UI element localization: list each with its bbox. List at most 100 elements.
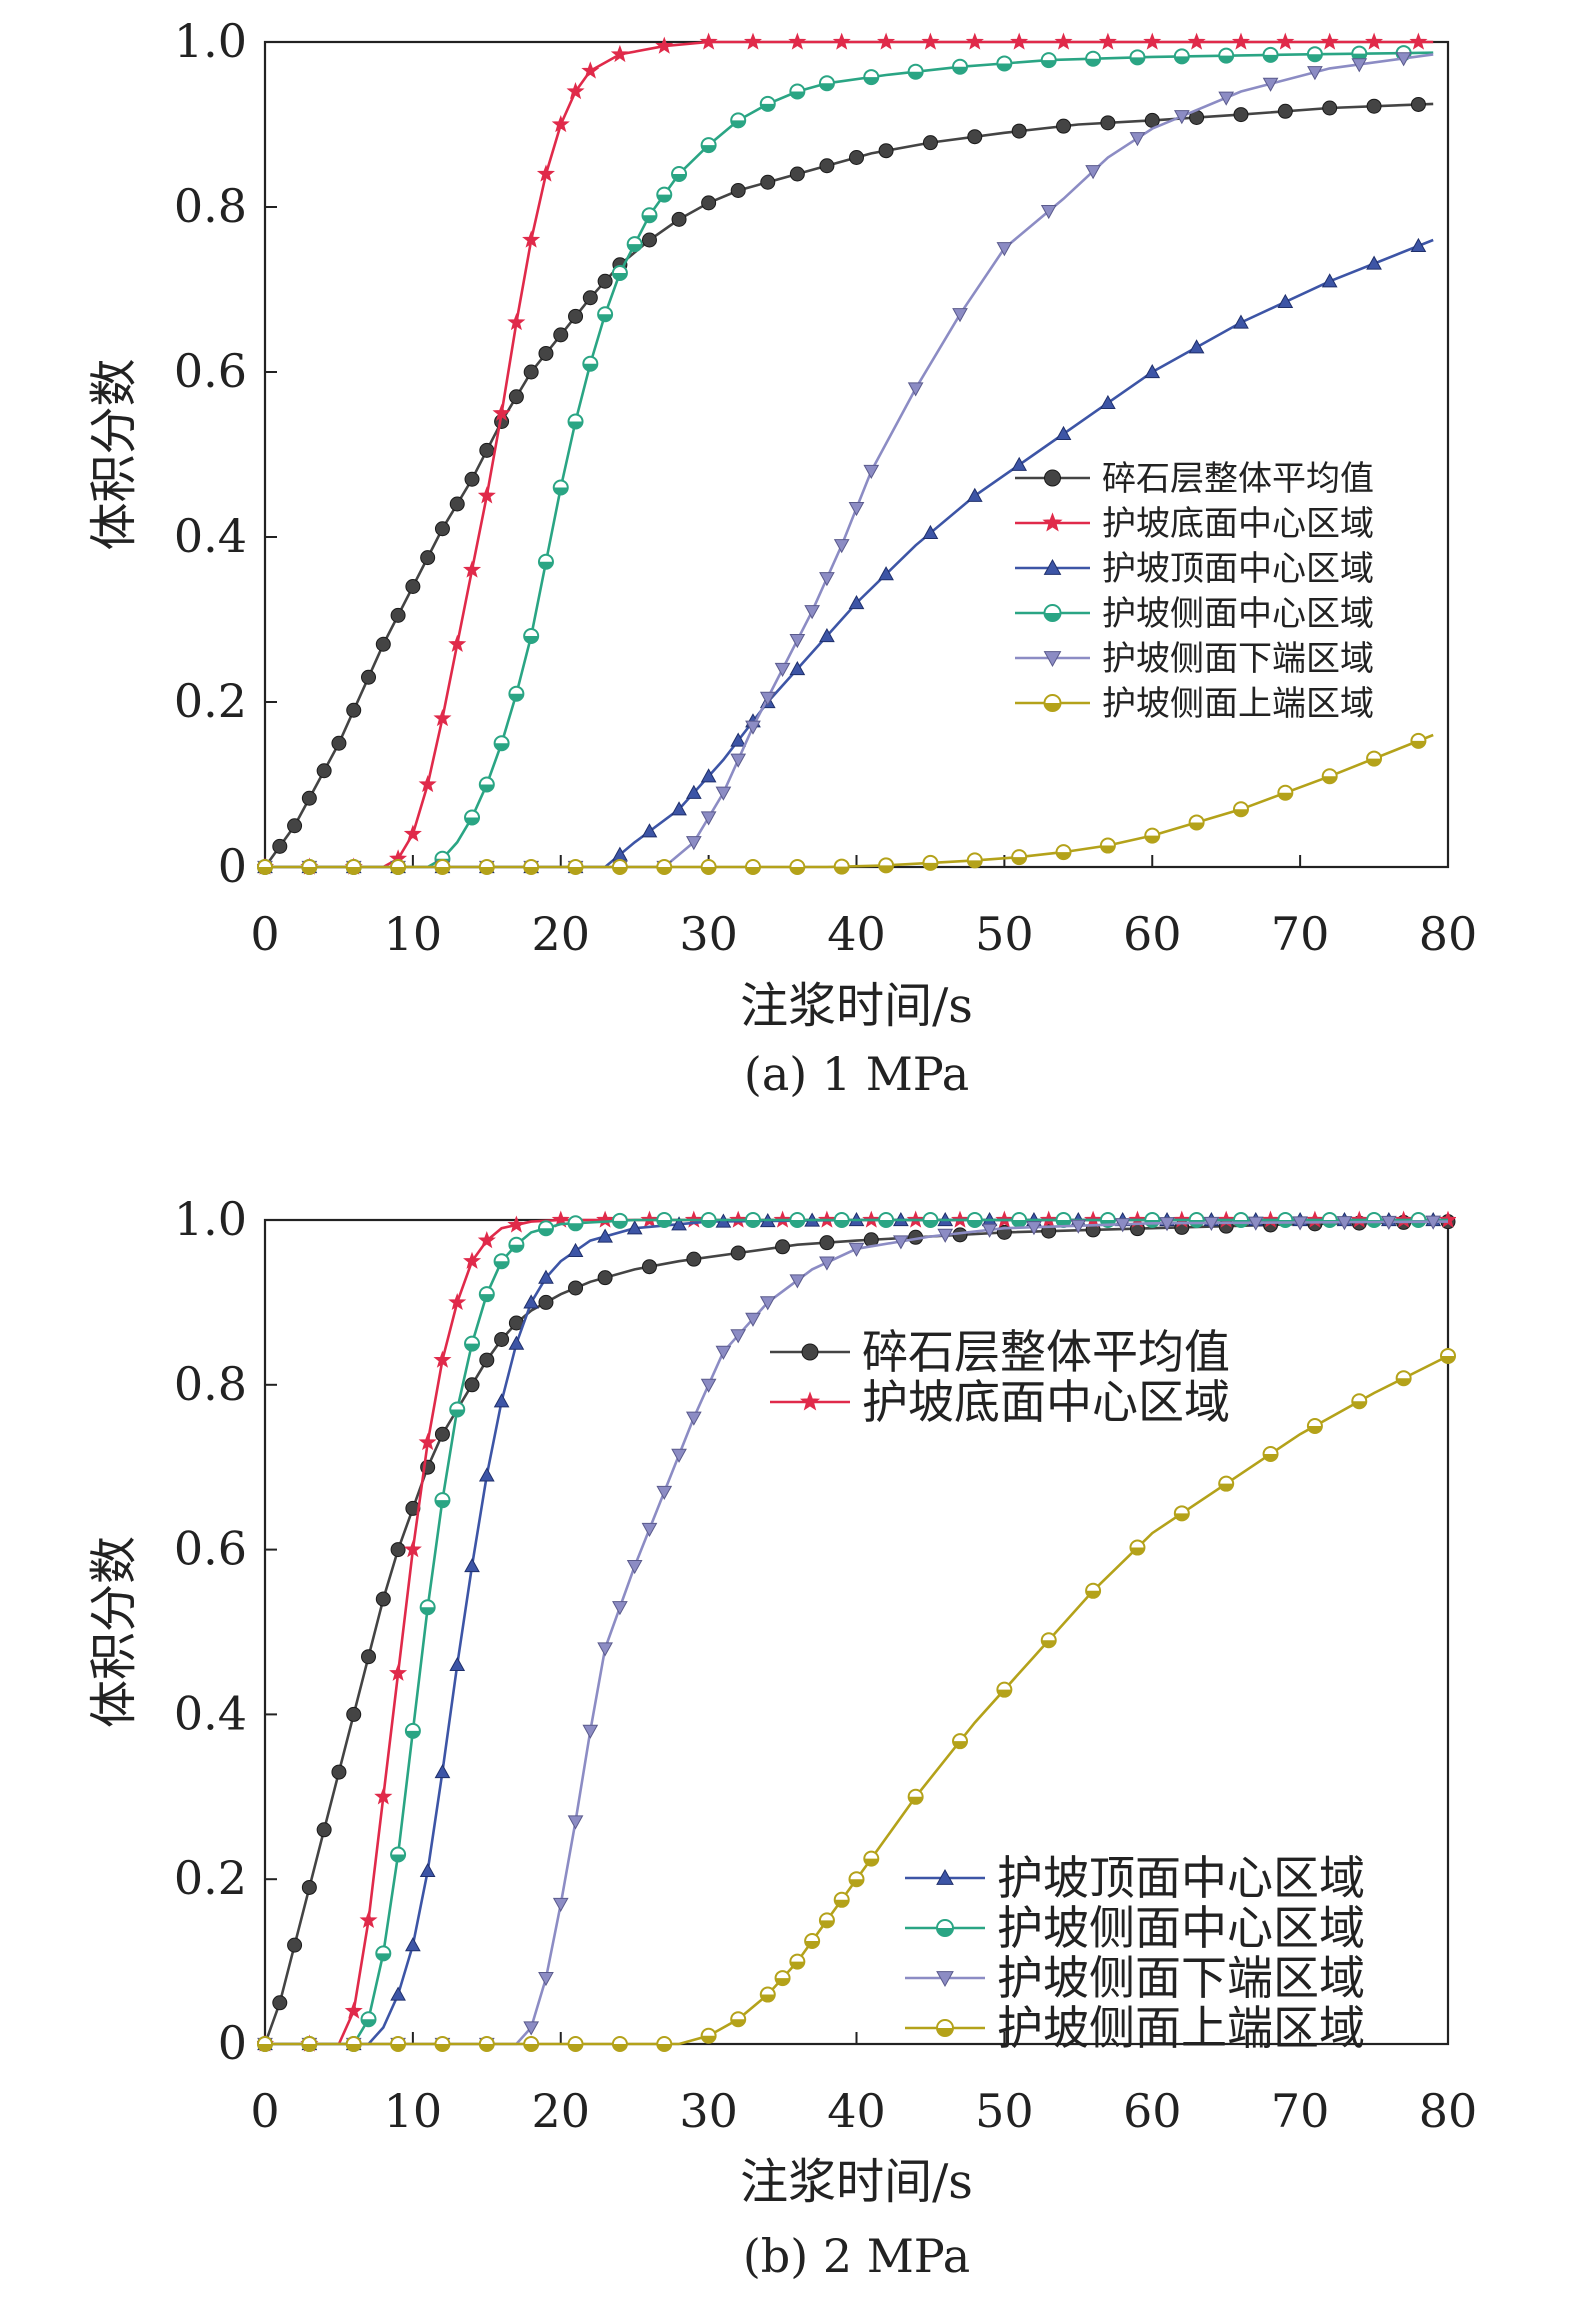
data-point-fill: [479, 1294, 494, 1302]
x-axis-label: 注浆时间/s: [740, 2154, 973, 2210]
data-point: [685, 836, 702, 851]
data-point-fill: [346, 867, 361, 874]
legend-item: 护坡侧面下端区域: [905, 1951, 1365, 2005]
legend-marker-fill: [1044, 703, 1061, 711]
data-point: [1247, 1216, 1264, 1231]
data-point-fill: [953, 1741, 968, 1749]
data-point-fill: [1012, 857, 1027, 865]
data-point: [1322, 100, 1338, 116]
y-tick-label: 1.0: [174, 14, 247, 68]
data-point: [671, 801, 687, 816]
data-point-fill: [834, 1220, 849, 1227]
data-point: [730, 1329, 747, 1344]
data-point: [316, 763, 332, 779]
data-point-fill: [391, 867, 406, 874]
data-point: [390, 607, 406, 623]
legend-marker-fill: [937, 1928, 953, 1936]
data-point: [463, 1251, 482, 1269]
data-point-fill: [479, 867, 494, 874]
data-point-fill: [834, 1899, 849, 1907]
data-point: [272, 838, 288, 854]
data-point-fill: [657, 867, 672, 874]
data-point: [538, 1269, 554, 1284]
data-point: [804, 605, 820, 620]
data-point-fill: [494, 743, 509, 751]
data-point-fill: [1219, 1483, 1234, 1491]
data-point-fill: [760, 1994, 775, 2002]
data-point-fill: [701, 145, 716, 153]
data-point: [389, 1663, 408, 1681]
data-point-fill: [731, 120, 746, 128]
data-point: [730, 183, 746, 198]
data-point: [390, 1986, 406, 2001]
x-tick-label: 30: [679, 907, 738, 961]
legend-item: 护坡侧面下端区域: [1015, 639, 1374, 679]
data-point: [730, 1245, 746, 1261]
data-point-fill: [923, 862, 938, 870]
data-point: [433, 1350, 452, 1368]
data-point: [1070, 1219, 1087, 1234]
legend-marker: [1043, 558, 1062, 575]
data-point-fill: [834, 866, 849, 874]
y-tick-label: 1.0: [174, 1192, 247, 1246]
data-point-fill: [479, 2044, 494, 2051]
data-point: [1425, 1215, 1442, 1230]
data-point: [1366, 98, 1382, 114]
data-point: [893, 1235, 909, 1250]
data-point: [1056, 118, 1072, 134]
data-point-fill: [612, 867, 627, 874]
legend-item: 护坡侧面中心区域: [905, 1901, 1365, 1955]
legend-label: 护坡侧面上端区域: [1102, 684, 1374, 724]
data-point: [464, 1558, 480, 1573]
data-point: [981, 1223, 998, 1238]
data-point: [538, 1294, 554, 1310]
data-point-fill: [465, 817, 480, 825]
data-point-fill: [923, 1220, 938, 1227]
data-point: [596, 1210, 615, 1228]
data-point: [819, 627, 835, 643]
legend-label: 护坡侧面上端区域: [997, 2001, 1365, 2055]
data-point-fill: [775, 1978, 790, 1986]
data-point: [552, 1897, 569, 1912]
data-point: [1173, 110, 1190, 125]
data-point: [655, 36, 674, 54]
data-point-fill: [568, 421, 583, 429]
data-point: [965, 32, 984, 50]
data-point: [921, 32, 940, 50]
data-point-fill: [731, 2019, 746, 2027]
data-point: [1040, 205, 1057, 220]
data-point: [522, 230, 541, 248]
data-point: [551, 115, 570, 133]
data-point-fill: [568, 2044, 583, 2051]
data-point-fill: [849, 1879, 864, 1887]
data-point-fill: [1411, 740, 1426, 748]
data-point-fill: [465, 1343, 480, 1351]
data-point: [1010, 32, 1029, 50]
data-point-fill: [1145, 835, 1160, 843]
data-point: [434, 1764, 451, 1779]
data-point: [819, 158, 835, 174]
data-point: [1231, 32, 1250, 50]
data-point: [743, 32, 762, 50]
data-point: [1055, 425, 1072, 440]
data-point: [1321, 273, 1338, 288]
data-point: [536, 164, 555, 182]
data-point-fill: [1263, 1454, 1278, 1462]
data-point: [774, 662, 791, 678]
data-point: [1187, 32, 1206, 50]
data-point: [1409, 32, 1428, 50]
data-point: [507, 312, 526, 331]
data-point: [331, 735, 347, 751]
data-point: [759, 691, 776, 706]
data-point-fill: [908, 71, 923, 79]
data-point: [568, 1280, 584, 1296]
data-point: [492, 403, 511, 421]
data-point: [952, 308, 968, 323]
x-tick-label: 10: [384, 2084, 443, 2138]
data-point: [272, 1995, 288, 2011]
legend-item: 护坡侧面上端区域: [905, 2001, 1365, 2055]
data-point-fill: [657, 2044, 672, 2051]
data-point: [375, 636, 391, 652]
data-point-fill: [435, 2044, 450, 2051]
data-point-fill: [361, 2019, 376, 2027]
